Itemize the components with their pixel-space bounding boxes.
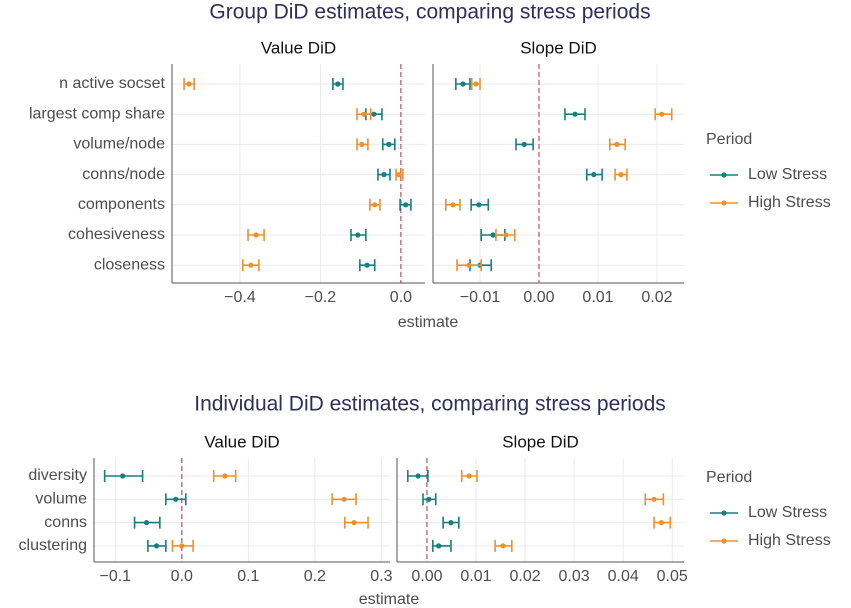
panel-title: Value DiD bbox=[204, 432, 279, 451]
x-axis-label: estimate bbox=[359, 591, 420, 608]
point bbox=[364, 262, 370, 268]
y-tick-label: clustering bbox=[19, 537, 87, 554]
point bbox=[618, 172, 624, 178]
point bbox=[426, 496, 432, 502]
point bbox=[651, 496, 657, 502]
point bbox=[173, 496, 179, 502]
point bbox=[473, 81, 479, 87]
legend-label: Low Stress bbox=[748, 504, 827, 521]
point bbox=[222, 473, 228, 479]
point bbox=[355, 232, 361, 238]
point bbox=[436, 543, 442, 549]
point bbox=[658, 520, 665, 526]
legend-label: High Stress bbox=[748, 532, 831, 549]
legend-key-point bbox=[721, 172, 727, 178]
point bbox=[153, 543, 160, 549]
legend-key-point bbox=[721, 510, 727, 516]
point bbox=[143, 520, 150, 526]
x-tick-label: −0.4 bbox=[224, 289, 256, 306]
y-tick-label: conns/node bbox=[82, 166, 165, 183]
point bbox=[359, 141, 365, 147]
y-tick-label: closeness bbox=[94, 256, 165, 273]
point bbox=[351, 520, 357, 526]
point bbox=[521, 141, 527, 147]
y-tick-label: volume bbox=[35, 491, 87, 508]
x-tick-label: 0.05 bbox=[657, 568, 688, 585]
point bbox=[466, 262, 472, 268]
panel-title: Slope DiD bbox=[502, 432, 579, 451]
y-tick-label: cohesiveness bbox=[68, 226, 165, 243]
point bbox=[179, 543, 185, 549]
legend-label: Low Stress bbox=[748, 166, 827, 183]
legend-title: Period bbox=[706, 469, 752, 486]
x-tick-label: 0.01 bbox=[460, 568, 491, 585]
x-tick-label: −0.1 bbox=[99, 568, 131, 585]
x-tick-label: 0.03 bbox=[559, 568, 590, 585]
point bbox=[403, 202, 409, 208]
legend-title: Period bbox=[706, 131, 752, 148]
point bbox=[572, 111, 578, 117]
legend-key-point bbox=[721, 200, 727, 206]
point bbox=[335, 81, 341, 87]
point bbox=[120, 473, 126, 479]
panel-title: Slope DiD bbox=[520, 38, 597, 57]
chart-title: Individual DiD estimates, comparing stre… bbox=[194, 393, 666, 416]
point bbox=[500, 543, 506, 549]
point bbox=[503, 232, 509, 238]
legend-key-point bbox=[721, 538, 727, 544]
point bbox=[448, 520, 454, 526]
chart-title: Group DiD estimates, comparing stress pe… bbox=[209, 1, 650, 24]
point bbox=[186, 81, 192, 87]
y-tick-label: diversity bbox=[28, 467, 87, 484]
y-tick-label: components bbox=[78, 196, 165, 213]
point bbox=[248, 262, 254, 268]
y-tick-label: volume/node bbox=[73, 136, 165, 153]
x-tick-label: 0.00 bbox=[523, 289, 554, 306]
x-tick-label: 0.1 bbox=[237, 568, 259, 585]
point bbox=[381, 172, 387, 178]
y-tick-label: conns bbox=[44, 514, 87, 531]
y-tick-label: largest comp share bbox=[29, 105, 165, 122]
x-tick-label: 0.2 bbox=[304, 568, 326, 585]
x-tick-label: −0.01 bbox=[460, 289, 501, 306]
x-tick-label: 0.3 bbox=[370, 568, 392, 585]
x-tick-label: 0.01 bbox=[582, 289, 613, 306]
x-tick-label: 0.02 bbox=[509, 568, 540, 585]
point bbox=[415, 473, 421, 479]
point bbox=[460, 81, 466, 87]
point bbox=[476, 202, 482, 208]
x-tick-label: 0.02 bbox=[641, 289, 672, 306]
point bbox=[253, 232, 259, 238]
legend-label: High Stress bbox=[748, 194, 831, 211]
x-tick-label: 0.00 bbox=[411, 568, 442, 585]
point bbox=[372, 202, 378, 208]
x-tick-label: 0.0 bbox=[390, 289, 412, 306]
point bbox=[591, 172, 597, 178]
point bbox=[614, 141, 620, 147]
x-axis-label: estimate bbox=[398, 314, 459, 331]
error-bar bbox=[432, 539, 452, 552]
point bbox=[396, 172, 402, 178]
x-tick-label: 0.0 bbox=[171, 568, 193, 585]
point bbox=[490, 232, 496, 238]
point bbox=[386, 141, 392, 147]
point bbox=[361, 111, 367, 117]
point bbox=[371, 111, 377, 117]
point bbox=[466, 473, 472, 479]
point bbox=[341, 496, 347, 502]
point bbox=[450, 202, 456, 208]
x-tick-label: −0.2 bbox=[305, 289, 337, 306]
point bbox=[659, 111, 665, 117]
x-tick-label: 0.04 bbox=[608, 568, 639, 585]
y-tick-label: n active socset bbox=[59, 75, 165, 92]
panel-title: Value DiD bbox=[261, 38, 336, 57]
